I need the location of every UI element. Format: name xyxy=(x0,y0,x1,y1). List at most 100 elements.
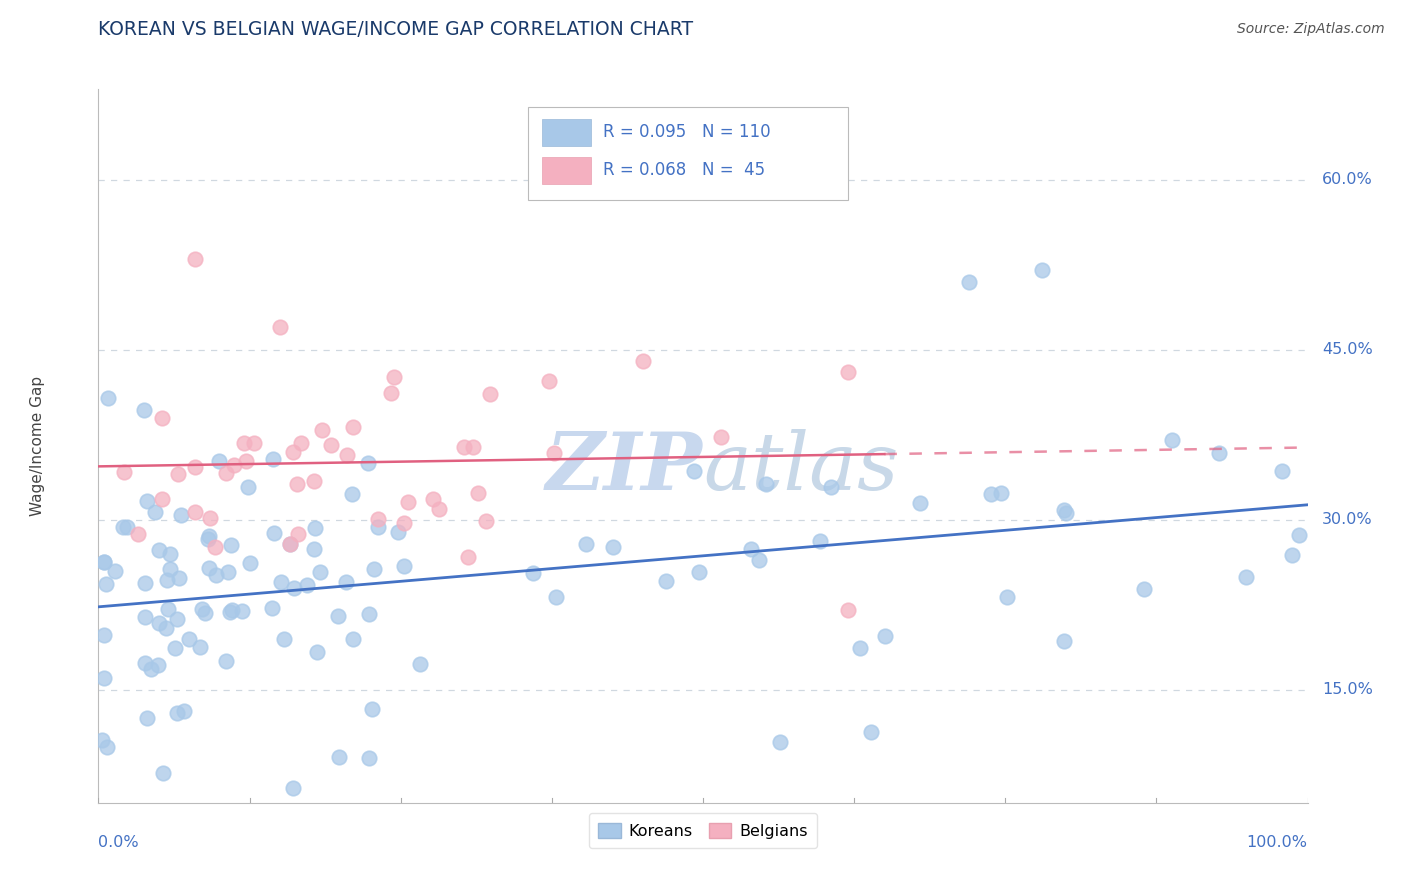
Point xyxy=(1133,582,1156,596)
Point xyxy=(167,571,190,585)
Point xyxy=(342,632,364,646)
Point xyxy=(93,555,115,569)
Point xyxy=(208,454,231,468)
Point xyxy=(159,562,181,576)
Point xyxy=(136,711,159,725)
Point xyxy=(980,487,1002,501)
Point xyxy=(392,516,415,530)
Point xyxy=(335,574,357,589)
Point xyxy=(217,566,239,580)
Point xyxy=(197,532,219,546)
Point xyxy=(204,540,226,554)
Point xyxy=(631,354,654,368)
Point xyxy=(193,606,215,620)
Point xyxy=(453,440,475,454)
Point xyxy=(232,435,254,450)
Point xyxy=(152,766,174,780)
Point xyxy=(461,440,484,454)
Point xyxy=(242,436,264,450)
Text: 15.0%: 15.0% xyxy=(1322,682,1374,697)
Point xyxy=(197,560,219,574)
Point xyxy=(860,725,883,739)
Point xyxy=(184,505,207,519)
Point xyxy=(278,537,301,551)
Point xyxy=(837,603,859,617)
Point xyxy=(357,607,380,621)
Point xyxy=(167,467,190,481)
Point xyxy=(283,445,305,459)
Point xyxy=(957,275,980,289)
Point xyxy=(367,512,389,526)
Point xyxy=(215,466,238,480)
Point xyxy=(278,536,301,550)
Point xyxy=(231,604,253,618)
Point xyxy=(273,632,295,647)
Point xyxy=(474,514,496,528)
Point xyxy=(112,465,135,479)
Point xyxy=(218,605,240,619)
Text: R = 0.068   N =  45: R = 0.068 N = 45 xyxy=(603,161,765,178)
Point xyxy=(682,464,704,478)
Point xyxy=(538,374,561,388)
Text: 30.0%: 30.0% xyxy=(1322,512,1372,527)
Point xyxy=(91,733,114,747)
Point xyxy=(837,365,859,379)
Legend: Koreans, Belgians: Koreans, Belgians xyxy=(589,814,817,848)
Text: KOREAN VS BELGIAN WAGE/INCOME GAP CORRELATION CHART: KOREAN VS BELGIAN WAGE/INCOME GAP CORREL… xyxy=(98,21,693,39)
Point xyxy=(1208,445,1230,459)
Point xyxy=(156,601,179,615)
Point xyxy=(269,320,291,334)
Point xyxy=(166,706,188,721)
FancyBboxPatch shape xyxy=(543,157,591,184)
Point xyxy=(820,480,842,494)
Point xyxy=(219,538,242,552)
Point xyxy=(422,491,444,506)
Point xyxy=(546,591,568,605)
Point xyxy=(990,486,1012,500)
Text: 100.0%: 100.0% xyxy=(1247,835,1308,850)
Point xyxy=(356,456,378,470)
Point xyxy=(654,574,676,589)
Point xyxy=(104,564,127,578)
Point xyxy=(522,566,544,580)
Point xyxy=(396,495,419,509)
Point xyxy=(134,576,156,591)
Point xyxy=(134,656,156,670)
Point xyxy=(165,640,187,655)
Point xyxy=(191,602,214,616)
Point xyxy=(1271,464,1294,478)
Point xyxy=(136,494,159,508)
Point xyxy=(543,446,565,460)
Point xyxy=(173,704,195,718)
Point xyxy=(360,702,382,716)
Point xyxy=(710,430,733,444)
Point xyxy=(184,460,207,475)
Point xyxy=(304,521,326,535)
Point xyxy=(224,458,246,473)
Point xyxy=(305,645,328,659)
Point xyxy=(146,658,169,673)
Text: 60.0%: 60.0% xyxy=(1322,172,1372,187)
Point xyxy=(285,477,308,491)
Point xyxy=(263,525,285,540)
Point xyxy=(1288,528,1310,542)
Point xyxy=(290,436,312,450)
Point xyxy=(1161,433,1184,447)
Point xyxy=(205,568,228,582)
Point xyxy=(688,565,710,579)
Point xyxy=(1281,548,1303,562)
Point xyxy=(148,542,170,557)
Point xyxy=(336,448,359,462)
Point xyxy=(769,735,792,749)
Point xyxy=(150,411,173,425)
Point xyxy=(575,537,598,551)
Point xyxy=(235,453,257,467)
Point xyxy=(297,577,319,591)
Point xyxy=(309,566,332,580)
Point xyxy=(155,573,177,587)
Point xyxy=(166,612,188,626)
Text: 45.0%: 45.0% xyxy=(1322,343,1372,357)
Point xyxy=(270,574,292,589)
Text: 0.0%: 0.0% xyxy=(98,835,139,850)
Text: Wage/Income Gap: Wage/Income Gap xyxy=(31,376,45,516)
